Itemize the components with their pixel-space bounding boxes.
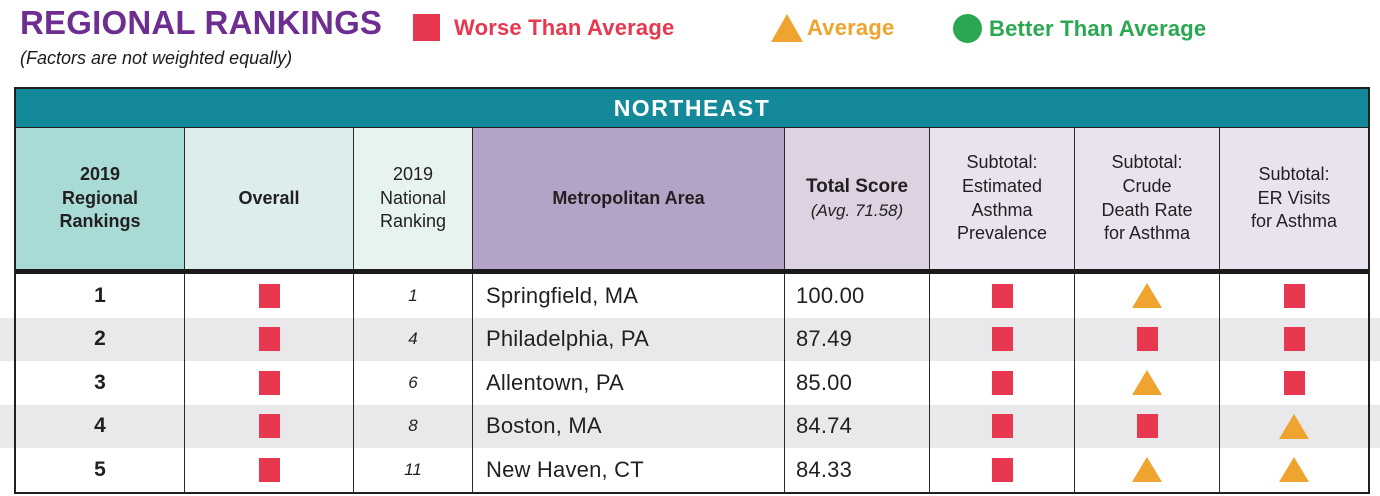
- metro-area: Boston, MA: [473, 404, 785, 448]
- average-triangle-icon: [771, 14, 803, 42]
- worse-rating-icon: [991, 370, 1013, 395]
- national-rank: 8: [354, 404, 473, 448]
- overall-rating-cell: [185, 361, 354, 405]
- death-rate-rating-cell: [1075, 448, 1220, 492]
- average-rating-icon: [1279, 413, 1309, 439]
- total-score: 87.49: [785, 317, 930, 361]
- average-rating-icon: [1132, 283, 1162, 309]
- overall-rating-cell: [185, 317, 354, 361]
- average-rating-icon: [1279, 457, 1309, 483]
- table-row: 1 1 Springfield, MA 100.00: [16, 274, 1368, 318]
- regional-rank: 5: [16, 448, 185, 492]
- metro-area: Allentown, PA: [473, 361, 785, 405]
- col-header-asthma-prevalence: Subtotal: Estimated Asthma Prevalence: [930, 128, 1075, 269]
- regional-rank: 1: [16, 274, 185, 318]
- total-score: 84.33: [785, 448, 930, 492]
- death-rate-rating-cell: [1075, 317, 1220, 361]
- total-score-average-note: (Avg. 71.58): [810, 201, 904, 221]
- legend-item-better: Better Than Average: [953, 14, 1206, 43]
- worse-rating-icon: [1283, 370, 1305, 395]
- table-row: 3 6 Allentown, PA 85.00: [16, 361, 1368, 405]
- national-rank: 6: [354, 361, 473, 405]
- regional-rank: 2: [16, 317, 185, 361]
- national-rank: 1: [354, 274, 473, 318]
- col-header-national-ranking: 2019 National Ranking: [354, 128, 473, 269]
- col-header-total-score: Total Score (Avg. 71.58): [785, 128, 930, 269]
- metro-area: Springfield, MA: [473, 274, 785, 318]
- er-visits-rating-cell: [1220, 274, 1368, 318]
- worse-square-icon: [413, 14, 440, 41]
- total-score: 84.74: [785, 404, 930, 448]
- prevalence-rating-cell: [930, 317, 1075, 361]
- regional-rank: 3: [16, 361, 185, 405]
- death-rate-rating-cell: [1075, 404, 1220, 448]
- page-subtitle: (Factors are not weighted equally): [20, 48, 293, 68]
- worse-rating-icon: [1136, 327, 1158, 352]
- col-header-overall: Overall: [185, 128, 354, 269]
- regional-rank: 4: [16, 404, 185, 448]
- legend-label: Worse Than Average: [454, 14, 675, 40]
- regional-rankings-table: NORTHEAST 2019 Regional Rankings Overall…: [14, 87, 1370, 494]
- worse-rating-icon: [991, 283, 1013, 308]
- average-rating-icon: [1132, 370, 1162, 396]
- death-rate-rating-cell: [1075, 361, 1220, 405]
- prevalence-rating-cell: [930, 274, 1075, 318]
- col-header-death-rate: Subtotal: Crude Death Rate for Asthma: [1075, 128, 1220, 269]
- table-row: 5 11 New Haven, CT 84.33: [16, 448, 1368, 492]
- worse-rating-icon: [258, 457, 280, 482]
- national-rank: 11: [354, 448, 473, 492]
- national-rank: 4: [354, 317, 473, 361]
- prevalence-rating-cell: [930, 404, 1075, 448]
- page-title: REGIONAL RANKINGS: [20, 4, 383, 41]
- table-row: 2 4 Philadelphia, PA 87.49: [16, 317, 1368, 362]
- overall-rating-cell: [185, 404, 354, 448]
- worse-rating-icon: [258, 414, 280, 439]
- er-visits-rating-cell: [1220, 361, 1368, 405]
- col-header-regional-rankings: 2019 Regional Rankings: [16, 128, 185, 269]
- worse-rating-icon: [1283, 283, 1305, 308]
- prevalence-rating-cell: [930, 448, 1075, 492]
- worse-rating-icon: [258, 327, 280, 352]
- region-title: NORTHEAST: [613, 94, 771, 121]
- overall-rating-cell: [185, 274, 354, 318]
- region-header-bar: NORTHEAST: [16, 89, 1368, 128]
- col-header-er-visits: Subtotal: ER Visits for Asthma: [1220, 128, 1368, 269]
- worse-rating-icon: [258, 283, 280, 308]
- metro-area: New Haven, CT: [473, 448, 785, 492]
- legend-item-average: Average: [771, 14, 894, 42]
- table-row: 4 8 Boston, MA 84.74: [16, 404, 1368, 449]
- er-visits-rating-cell: [1220, 318, 1368, 362]
- er-visits-rating-cell: [1220, 405, 1368, 449]
- worse-rating-icon: [991, 414, 1013, 439]
- average-rating-icon: [1132, 457, 1162, 483]
- er-visits-rating-cell: [1220, 448, 1368, 492]
- legend-label: Average: [807, 15, 895, 40]
- column-header-row: 2019 Regional Rankings Overall 2019 Nati…: [16, 128, 1368, 274]
- worse-rating-icon: [258, 370, 280, 395]
- overall-rating-cell: [185, 448, 354, 492]
- prevalence-rating-cell: [930, 361, 1075, 405]
- worse-rating-icon: [1283, 327, 1305, 352]
- total-score: 85.00: [785, 361, 930, 405]
- death-rate-rating-cell: [1075, 274, 1220, 318]
- better-circle-icon: [953, 14, 982, 43]
- legend-item-worse: Worse Than Average: [413, 14, 674, 41]
- worse-rating-icon: [991, 327, 1013, 352]
- total-score: 100.00: [785, 274, 930, 318]
- worse-rating-icon: [1136, 414, 1158, 439]
- metro-area: Philadelphia, PA: [473, 317, 785, 361]
- legend-label: Better Than Average: [989, 15, 1207, 41]
- worse-rating-icon: [991, 457, 1013, 482]
- col-header-metropolitan-area: Metropolitan Area: [473, 128, 785, 269]
